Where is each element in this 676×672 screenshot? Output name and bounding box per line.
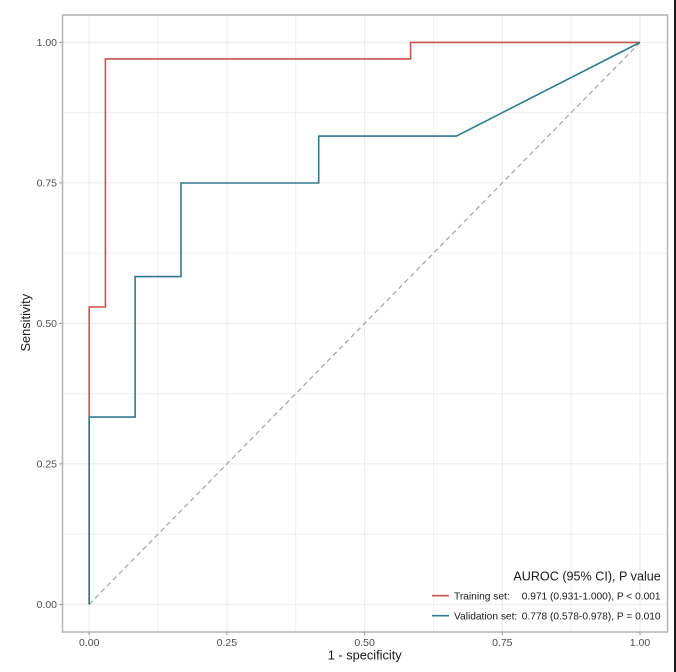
svg-text:0.75: 0.75: [37, 178, 58, 190]
svg-text:AUROC (95% CI), P value: AUROC (95% CI), P value: [513, 570, 660, 584]
svg-text:0.25: 0.25: [217, 637, 238, 649]
svg-text:Training set:: Training set:: [454, 592, 510, 603]
svg-text:1.00: 1.00: [37, 37, 58, 49]
svg-text:Sensitivity: Sensitivity: [18, 293, 33, 351]
svg-text:0.00: 0.00: [37, 599, 58, 611]
svg-text:0.50: 0.50: [354, 637, 375, 649]
svg-text:0.50: 0.50: [37, 318, 58, 330]
svg-text:1.00: 1.00: [630, 637, 651, 649]
svg-text:0.75: 0.75: [492, 637, 513, 649]
svg-text:Validation set:: Validation set:: [454, 612, 517, 623]
svg-text:0.971 (0.931-1.000), P < 0.001: 0.971 (0.931-1.000), P < 0.001: [522, 592, 661, 603]
svg-text:0.00: 0.00: [79, 637, 100, 649]
svg-text:0.778 (0.578-0.978), P = 0.010: 0.778 (0.578-0.978), P = 0.010: [522, 612, 661, 623]
svg-text:1 - specificity: 1 - specificity: [328, 648, 403, 663]
svg-text:0.25: 0.25: [37, 459, 58, 471]
